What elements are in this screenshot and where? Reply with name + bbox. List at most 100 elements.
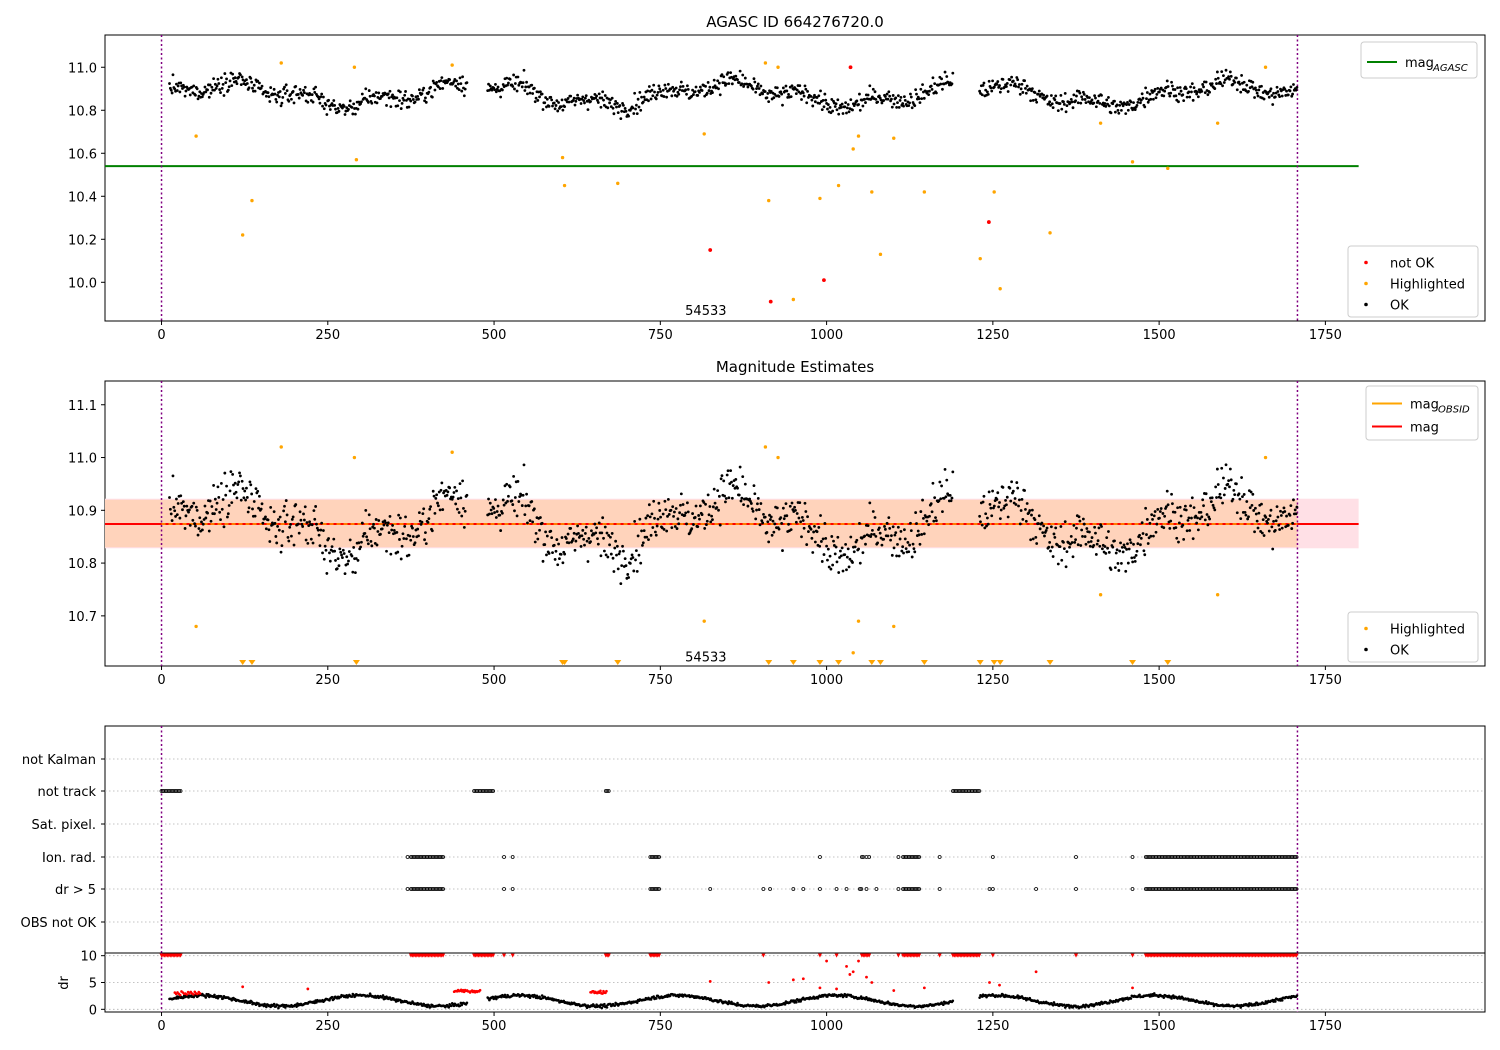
- ok-point: [533, 100, 537, 104]
- ok-point: [713, 501, 717, 505]
- ok-point: [890, 534, 893, 538]
- ok-point: [1121, 550, 1125, 554]
- ok-point: [339, 550, 343, 554]
- ok-point: [609, 552, 613, 556]
- ok-point: [685, 501, 689, 505]
- offscale-marker: [1164, 660, 1172, 665]
- ok-point: [1053, 535, 1057, 539]
- ok-point: [1189, 504, 1192, 508]
- ok-point: [525, 80, 528, 84]
- ok-point: [997, 505, 1001, 509]
- ok-point: [197, 527, 201, 530]
- ok-point: [988, 503, 992, 506]
- ok-point: [1159, 86, 1163, 90]
- ok-point: [661, 512, 665, 516]
- dr-ok-point: [315, 1001, 318, 1004]
- ok-point: [602, 536, 605, 540]
- ok-point: [873, 90, 877, 94]
- ok-point: [317, 97, 321, 101]
- ok-point: [523, 513, 527, 517]
- ok-point: [992, 85, 996, 89]
- ok-point: [1173, 88, 1177, 91]
- ok-point: [1010, 480, 1014, 484]
- ok-point: [323, 544, 327, 548]
- ok-point: [700, 513, 704, 516]
- ok-point: [659, 90, 662, 93]
- ok-point: [1295, 505, 1299, 509]
- ok-point: [740, 82, 744, 86]
- ok-point: [800, 98, 803, 101]
- ok-point: [1222, 74, 1225, 78]
- ok-point: [797, 516, 801, 520]
- ok-point: [462, 525, 466, 529]
- ok-point: [891, 94, 895, 97]
- ok-point: [168, 82, 171, 85]
- ok-point: [498, 513, 502, 517]
- x-tick-label: 1500: [1143, 1019, 1176, 1034]
- ok-point: [883, 527, 887, 531]
- ok-point: [896, 542, 899, 546]
- ok-point: [231, 72, 235, 76]
- ok-point: [871, 87, 875, 91]
- ok-point: [634, 107, 637, 111]
- ok-point: [1082, 522, 1086, 526]
- dr-ok-point: [540, 994, 544, 997]
- ok-point: [1041, 531, 1045, 535]
- ok-point: [802, 526, 806, 530]
- ok-point: [949, 499, 953, 503]
- ok-point: [422, 86, 426, 90]
- ok-point: [824, 536, 828, 540]
- ok-point: [837, 571, 841, 574]
- ok-point: [463, 87, 467, 91]
- ok-point: [547, 552, 551, 555]
- ok-point: [1081, 534, 1084, 538]
- ok-point: [228, 79, 232, 83]
- ok-point: [409, 99, 413, 103]
- ok-point: [584, 525, 588, 529]
- ok-point: [766, 92, 770, 95]
- ok-point: [516, 75, 520, 79]
- ok-point: [724, 500, 727, 504]
- ok-point: [278, 90, 282, 93]
- ok-point: [1240, 476, 1243, 479]
- ok-point: [1023, 79, 1026, 83]
- ok-point: [1087, 100, 1090, 104]
- ok-point: [1140, 92, 1144, 96]
- ok-point: [922, 96, 926, 100]
- ok-point: [253, 514, 257, 518]
- ok-point: [986, 516, 989, 520]
- ok-point: [1292, 498, 1295, 502]
- ok-point: [1015, 76, 1019, 79]
- ok-point: [1030, 513, 1033, 517]
- ok-point: [298, 510, 302, 514]
- ok-point: [1293, 508, 1297, 512]
- ok-point: [429, 85, 433, 89]
- ok-point: [822, 553, 826, 556]
- ok-point: [402, 537, 406, 540]
- ok-point: [400, 102, 404, 105]
- ok-point: [1201, 83, 1205, 86]
- ok-point: [1156, 507, 1160, 511]
- ok-point: [495, 510, 499, 513]
- ok-point: [1216, 76, 1220, 80]
- ok-point: [459, 82, 463, 86]
- ok-point: [1120, 562, 1123, 565]
- ok-point: [1070, 100, 1074, 104]
- ok-point: [848, 557, 852, 561]
- ok-point: [637, 105, 641, 109]
- ok-point: [436, 501, 439, 505]
- ok-point: [897, 554, 901, 558]
- dr-red-point: [865, 975, 868, 979]
- ok-point: [589, 540, 592, 544]
- ok-point: [634, 103, 638, 107]
- ok-point: [1190, 90, 1193, 94]
- ok-point: [337, 564, 341, 568]
- ok-point: [557, 542, 560, 546]
- ok-point: [851, 561, 854, 564]
- ok-point: [224, 81, 228, 85]
- flag-point: [1294, 855, 1299, 859]
- ok-point: [1280, 94, 1284, 98]
- ok-point: [353, 112, 357, 116]
- ok-point: [654, 97, 658, 101]
- ok-point: [512, 73, 516, 77]
